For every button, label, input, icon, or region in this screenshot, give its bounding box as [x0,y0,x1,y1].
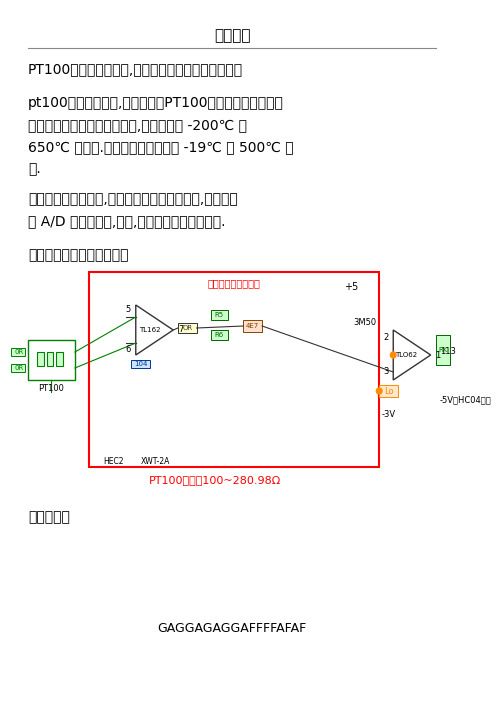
Text: 104: 104 [134,361,147,367]
Bar [131,360,150,368]
Bar [56,352,62,366]
Bar [178,323,196,333]
Bar [211,330,228,340]
Bar [211,310,228,320]
Text: -5V由HC04电路: -5V由HC04电路 [440,395,492,404]
Text: 650℃ 的范围.本电路选择其工作在 -19℃ 至 500℃ 范: 650℃ 的范围.本电路选择其工作在 -19℃ 至 500℃ 范 [28,140,294,154]
Text: 1: 1 [435,350,440,359]
Text: 5: 5 [126,305,131,314]
Polygon shape [136,305,173,355]
Text: +5: +5 [344,282,358,292]
Text: 都比较好的铂丝热电阻传感器,可以工作在 -200℃ 至: 都比较好的铂丝热电阻传感器,可以工作在 -200℃ 至 [28,118,247,132]
Text: R6: R6 [214,332,224,338]
Polygon shape [393,330,431,380]
Text: 3: 3 [383,368,388,376]
Text: OR: OR [182,325,192,331]
Bar [11,364,25,372]
Text: 工作原理：: 工作原理： [28,510,70,524]
Text: 113: 113 [440,347,456,357]
Circle shape [376,388,382,394]
Text: TL162: TL162 [139,327,161,333]
Text: 围.: 围. [28,162,41,176]
Text: 6: 6 [125,345,131,355]
Text: 精品文档: 精品文档 [214,28,250,43]
Text: 2: 2 [383,333,388,343]
Text: HEC2: HEC2 [103,457,124,466]
Bar [379,385,398,397]
Bar [47,352,54,366]
Text: R5: R5 [215,312,224,318]
Circle shape [390,352,396,358]
Text: 3M50: 3M50 [354,318,377,327]
Bar [244,320,262,332]
Text: XWT-2A: XWT-2A [140,457,170,466]
Text: 0R: 0R [14,349,23,355]
Text: 传感器前置放大电路: 传感器前置放大电路 [208,278,260,288]
Text: Lo: Lo [384,387,393,395]
Bar [11,348,25,356]
Bar [436,335,450,365]
Text: 机 A/D 转换和显示,控制,软件非线性校正等部分.: 机 A/D 转换和显示,控制,软件非线性校正等部分. [28,214,226,228]
Bar [89,272,379,467]
Text: PT100输入：100~280.98Ω: PT100输入：100~280.98Ω [149,475,281,485]
Text: TLO62: TLO62 [395,352,418,358]
Text: 整个电路分为两部分,一是传感器前置放大电路,一是单片: 整个电路分为两部分,一是传感器前置放大电路,一是单片 [28,192,238,206]
Text: PT100: PT100 [39,384,64,393]
Text: 7: 7 [178,326,183,334]
Bar [38,352,44,366]
Text: 0R: 0R [14,365,23,371]
Text: GAGGAGAGGAFFFFAFAF: GAGGAGAGGAFFFFAFAF [158,622,307,635]
Text: 4E7: 4E7 [246,323,259,329]
Text: -3V: -3V [381,410,396,419]
Text: pt100温度测量电路,温度传感器PT100是一种稳定性和线性: pt100温度测量电路,温度传感器PT100是一种稳定性和线性 [28,96,284,110]
Text: PT100与热敏电阻相反,热敏电阻温度越高电阻值越小: PT100与热敏电阻相反,热敏电阻温度越高电阻值越小 [28,62,243,76]
Bar [28,340,75,380]
Text: RK: RK [438,347,447,353]
Text: 前置放大部分原理图如下：: 前置放大部分原理图如下： [28,248,128,262]
